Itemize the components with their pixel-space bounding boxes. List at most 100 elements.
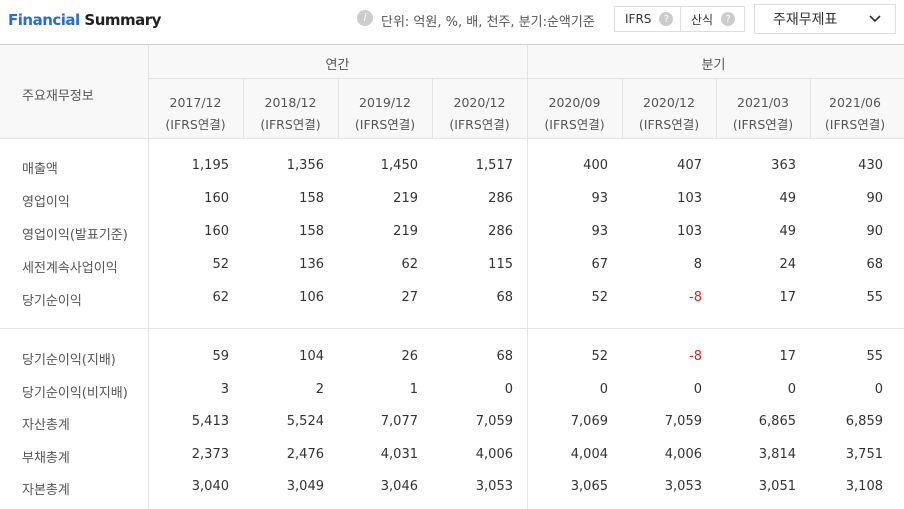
help-icon[interactable]: ? (721, 12, 736, 26)
cell-value: 17 (779, 349, 796, 364)
cell-value: 160 (204, 224, 229, 239)
cell-value: 3,108 (845, 479, 883, 494)
cell-value: 4,004 (570, 446, 608, 462)
basis: (IFRS연결) (165, 117, 226, 132)
cell-value: 158 (299, 224, 324, 239)
row-label: 당기순이익 (22, 294, 82, 309)
cell-value: 52 (591, 349, 608, 364)
unit-note: 단위: 억원, %, 배, 천주, 분기:순액기준 (381, 15, 595, 30)
cell-value: 160 (204, 191, 229, 206)
cell-value: 3,751 (845, 446, 883, 462)
cell-value: 286 (488, 191, 513, 206)
cell-value: 400 (583, 158, 608, 173)
cell-value: 27 (401, 290, 418, 305)
cell-value: 1,450 (380, 158, 418, 173)
rule (716, 78, 717, 138)
cell-value: 1,195 (191, 158, 229, 173)
cell-value: 4,006 (664, 446, 702, 462)
help-icon[interactable]: ? (659, 12, 674, 26)
cell-value: 7,059 (664, 414, 702, 429)
period: 2018/12 (264, 95, 317, 110)
cell-value: 2,476 (286, 446, 324, 462)
period: 2021/03 (737, 95, 789, 110)
row-label: 부채총계 (22, 450, 70, 466)
cell-value: 93 (591, 191, 608, 206)
corner-label: 주요재무정보 (22, 89, 94, 104)
period: 2017/12 (169, 95, 222, 110)
cell-value: 7,077 (380, 414, 418, 429)
cell-value: 7,069 (570, 414, 608, 429)
cell-value: 8 (693, 257, 702, 272)
row-label: 자본총계 (22, 483, 70, 498)
cell-value: 115 (488, 257, 513, 272)
rule (527, 44, 528, 509)
cell-value: 5,524 (286, 414, 324, 429)
cell-value: 55 (866, 349, 883, 364)
cell-value: 62 (212, 290, 229, 305)
cell-value: -8 (689, 349, 702, 364)
cell-value: 0 (874, 381, 883, 397)
rule (338, 78, 339, 138)
row-label: 매출액 (22, 162, 58, 177)
cell-value: 52 (212, 257, 229, 272)
cell-value: 363 (771, 158, 796, 173)
cell-value: 3,046 (380, 479, 418, 494)
rule (0, 328, 904, 329)
title-part: Financial (8, 11, 80, 29)
cell-value: 219 (393, 224, 418, 239)
basis: (IFRS연결) (824, 117, 886, 132)
cell-value: 90 (866, 191, 883, 206)
basis: (IFRS연결) (544, 117, 605, 132)
cell-value: 104 (299, 349, 324, 364)
cell-value: 68 (496, 290, 513, 305)
rule (0, 138, 904, 139)
basis: (IFRS연결) (449, 117, 510, 132)
rule (622, 78, 623, 138)
cell-value: 0 (599, 381, 608, 397)
basis: (IFRS연결) (732, 117, 794, 132)
cell-value: 4,031 (380, 446, 418, 462)
cell-value: 136 (299, 257, 324, 272)
cell-value: 68 (496, 349, 513, 364)
cell-value: 1 (409, 381, 418, 397)
cell-value: 0 (693, 381, 702, 397)
cell-value: 407 (677, 158, 702, 173)
cell-value: 93 (591, 224, 608, 239)
cell-value: 3,051 (758, 479, 796, 494)
cell-value: 49 (779, 224, 796, 239)
cell-value: 59 (212, 349, 229, 364)
cell-value: 103 (677, 224, 702, 239)
cell-value: 2,373 (191, 446, 229, 462)
cell-value: 17 (779, 290, 796, 305)
group-label: 분기 (701, 58, 726, 73)
formula-button[interactable]: 산식? (680, 6, 745, 32)
cell-value: 3,814 (758, 446, 796, 462)
cell-value: 67 (591, 257, 608, 272)
button-label: IFRS (625, 12, 652, 26)
period: 2019/12 (359, 95, 411, 110)
chevron (869, 15, 881, 23)
rule (810, 78, 811, 138)
cell-value: 4,006 (475, 446, 513, 462)
statement-dropdown[interactable]: 주재무제표 (754, 4, 896, 34)
group-label: 연간 (325, 58, 350, 73)
rule (432, 78, 433, 138)
cell-value: 1,517 (475, 158, 513, 173)
period: 2020/12 (453, 95, 506, 110)
cell-value: 26 (401, 349, 418, 364)
cell-value: 3,040 (191, 479, 229, 494)
row-label: 자산총계 (22, 418, 70, 433)
cell-value: 7,059 (475, 414, 513, 429)
cell-value: 158 (299, 191, 324, 206)
cell-value: 3,065 (570, 479, 608, 494)
cell-value: 430 (858, 158, 883, 173)
row-label: 영업이익 (22, 195, 70, 210)
cell-value: 219 (393, 191, 418, 206)
cell-value: 6,865 (758, 414, 796, 429)
ifrs-button[interactable]: IFRS? (614, 6, 681, 32)
rule (148, 44, 149, 509)
cell-value: 52 (591, 290, 608, 305)
title-part: Summary (84, 11, 161, 29)
basis: (IFRS연결) (260, 117, 321, 132)
